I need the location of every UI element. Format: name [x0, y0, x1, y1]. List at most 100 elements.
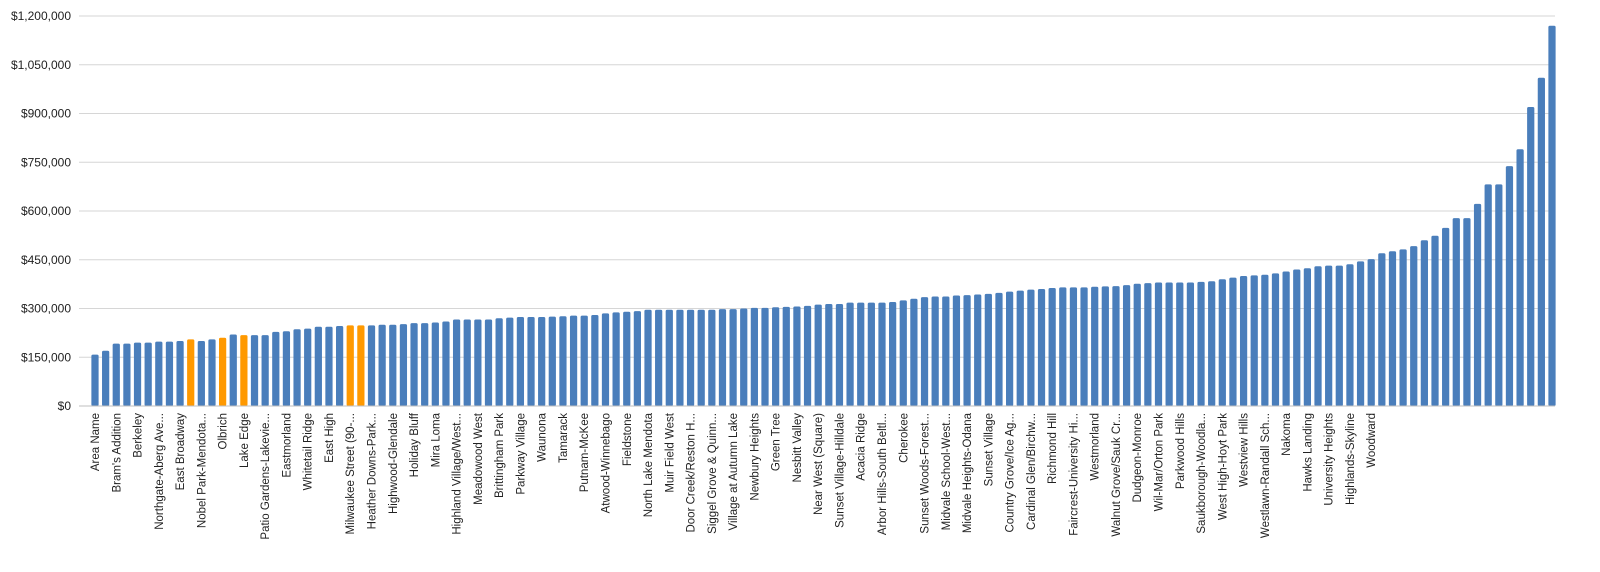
- bar: [899, 300, 907, 407]
- x-tick-label: Tamarack: [558, 413, 570, 463]
- x-tick-label: Heather Downs-Park...: [367, 413, 379, 529]
- bar: [601, 313, 610, 407]
- bar: [942, 296, 950, 406]
- bar: [782, 306, 790, 407]
- bar: [708, 309, 716, 406]
- y-axis-ticks: $0 $150,000 $300,000 $450,000 $600,000 $750,0…: [11, 9, 71, 413]
- x-tick-label: Sunset Woods-Forest...: [920, 413, 932, 534]
- bar: [1186, 282, 1195, 406]
- bar: [1367, 259, 1375, 406]
- x-tick-label: Cherokee: [898, 413, 910, 463]
- bar: [963, 295, 971, 406]
- bar: [1399, 249, 1407, 406]
- x-tick-label: Sunset Village-Hilldale: [835, 413, 847, 528]
- bar: [686, 309, 695, 406]
- bar: [1388, 251, 1397, 406]
- bar: [910, 298, 918, 406]
- bar: [304, 328, 312, 406]
- bar: [399, 324, 408, 406]
- bar: [261, 335, 269, 406]
- bar: [1197, 281, 1205, 406]
- x-tick-label: Westview Hills: [1239, 413, 1251, 487]
- x-tick-label: Berkeley: [133, 413, 145, 458]
- bar: [1410, 246, 1418, 406]
- bar: [176, 341, 184, 406]
- bar: [314, 326, 322, 406]
- bar: [633, 311, 641, 406]
- bar: [474, 319, 482, 406]
- bar: [878, 302, 886, 406]
- bar: [208, 339, 216, 407]
- x-tick-label: Patio Gardens-Lakevie...: [260, 413, 272, 540]
- x-tick-label: Highwood-Glendale: [388, 413, 400, 514]
- bar: [1133, 283, 1141, 406]
- highlighted-bar: [187, 339, 195, 407]
- x-tick-label: Saukborough-Woodla...: [1196, 413, 1208, 534]
- bar: [1069, 287, 1078, 407]
- bar: [761, 307, 769, 406]
- bar: [1229, 277, 1237, 407]
- highlighted-bar: [357, 325, 365, 406]
- bar: [1165, 282, 1173, 406]
- x-tick-label: Putnam-McKee: [579, 413, 591, 492]
- x-tick-label: West High-Hoyt Park: [1217, 413, 1229, 520]
- bar: [1505, 166, 1514, 406]
- bar: [431, 322, 439, 406]
- bar: [1250, 275, 1258, 406]
- gridlines: [79, 15, 1555, 358]
- bar: [1271, 273, 1280, 406]
- bar: [665, 309, 673, 406]
- x-tick-label: Waunona: [537, 412, 549, 461]
- bar: [229, 334, 237, 406]
- x-tick-label: Meadowood West: [473, 412, 485, 505]
- bar: [155, 341, 163, 406]
- bar: [335, 326, 344, 406]
- x-tick-label: Nobel Park-Mendota...: [196, 413, 208, 528]
- bar: [750, 307, 758, 406]
- bar: [1239, 276, 1248, 406]
- bar: [729, 309, 737, 406]
- bar: [825, 303, 833, 406]
- bar: [516, 316, 525, 406]
- bar: [1378, 253, 1386, 406]
- x-tick-label: Sunset Village: [983, 413, 995, 486]
- bar: [846, 302, 854, 406]
- x-tick-label: Muir Field West: [664, 412, 676, 492]
- bar: [1208, 281, 1216, 406]
- bars: [91, 25, 1556, 407]
- bar: [1176, 282, 1184, 406]
- bar: [1516, 149, 1524, 406]
- bar: [1293, 269, 1301, 406]
- x-tick-label: Nakoma: [1281, 412, 1293, 455]
- bar: [1016, 290, 1024, 407]
- bar: [559, 316, 567, 406]
- bar: [484, 319, 493, 406]
- x-tick-label: Parkway Village: [515, 413, 527, 495]
- bar: [612, 312, 620, 406]
- bar: [1059, 287, 1067, 407]
- bar: [676, 309, 684, 406]
- x-tick-label: Green Tree: [771, 413, 783, 471]
- bar: [91, 354, 99, 406]
- x-tick-label: Nesbitt Valley: [792, 413, 804, 483]
- bar: [718, 309, 727, 406]
- bar: [197, 341, 205, 406]
- bar: [367, 325, 376, 406]
- bar: [1006, 291, 1014, 406]
- x-tick-label: Highland Village/West...: [452, 413, 464, 535]
- bar: [1325, 265, 1333, 406]
- bar: [250, 335, 259, 406]
- x-tick-label: Atwood-Winnebago: [601, 413, 613, 513]
- bar: [123, 343, 131, 406]
- bar: [1484, 184, 1492, 406]
- bar: [1314, 266, 1322, 406]
- bar: [1282, 271, 1290, 406]
- bar: [889, 302, 897, 406]
- x-tick-label: Parkwood Hills: [1175, 413, 1187, 489]
- x-tick-label: Lake Edge: [239, 413, 251, 468]
- bar: [1537, 77, 1545, 406]
- bar: [389, 324, 397, 406]
- bar: [1452, 218, 1460, 406]
- bar: [995, 292, 1003, 406]
- x-tick-label: East Broadway: [175, 413, 187, 491]
